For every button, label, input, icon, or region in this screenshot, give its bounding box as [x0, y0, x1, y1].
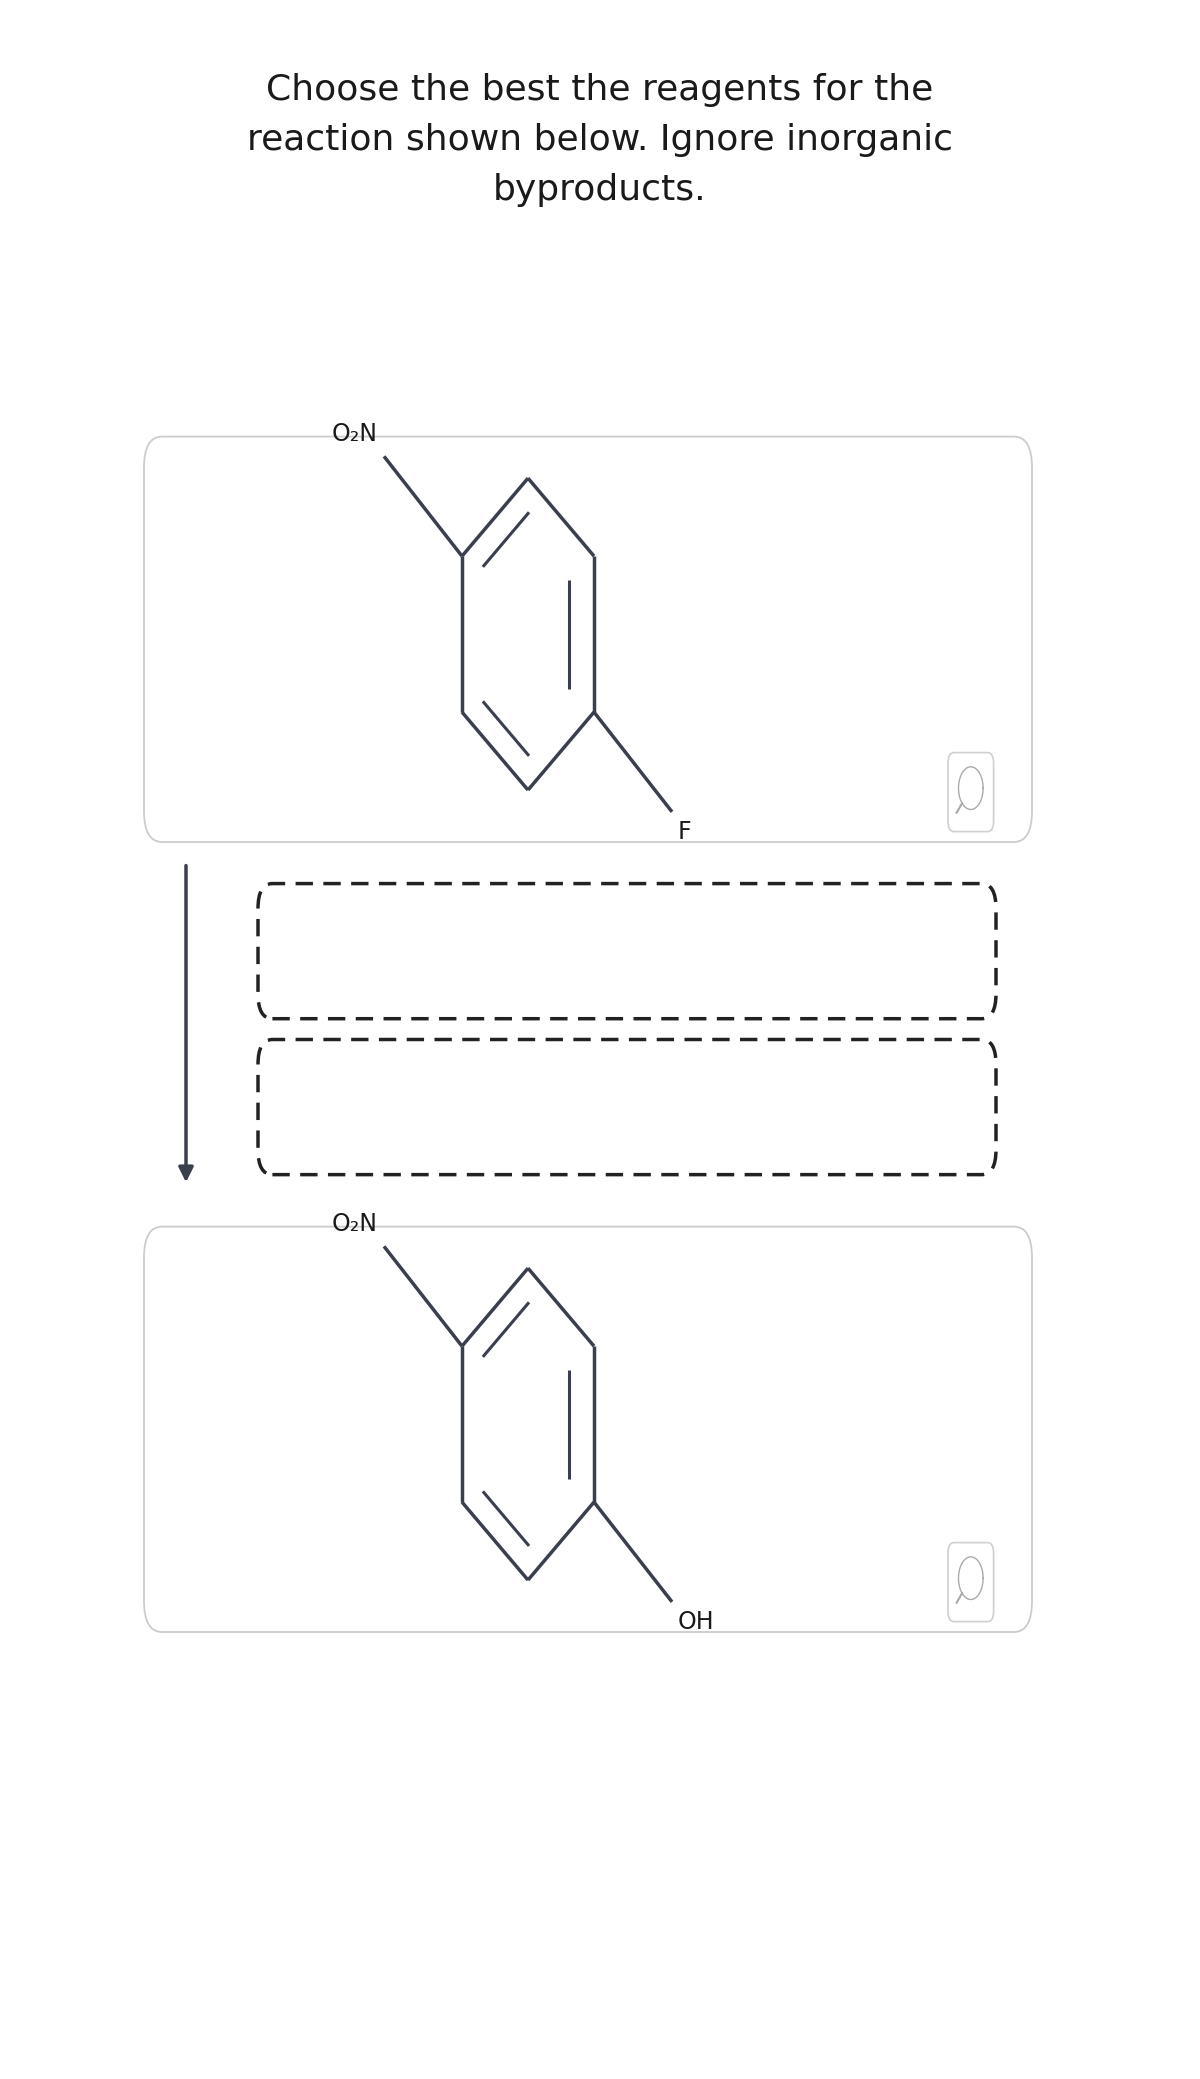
Text: Choose the best the reagents for the
reaction shown below. Ignore inorganic
bypr: Choose the best the reagents for the rea… [247, 73, 953, 208]
FancyBboxPatch shape [144, 1227, 1032, 1632]
Text: O₂N: O₂N [332, 422, 378, 447]
FancyBboxPatch shape [948, 1543, 994, 1622]
FancyBboxPatch shape [144, 437, 1032, 842]
Text: OH: OH [678, 1609, 715, 1634]
Text: F: F [678, 819, 691, 844]
FancyBboxPatch shape [948, 753, 994, 832]
Text: O₂N: O₂N [332, 1212, 378, 1235]
